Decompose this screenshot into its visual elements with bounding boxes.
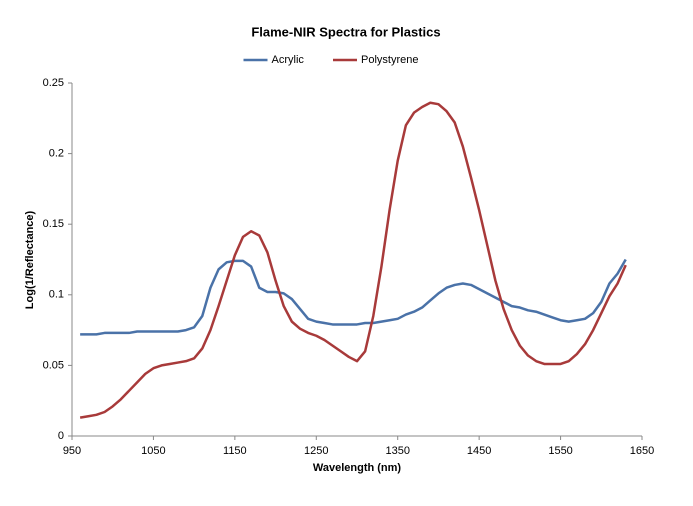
line-series [80,258,627,336]
x-tick-label: 1050 [141,445,165,457]
y-tick-label: 0.2 [49,148,64,160]
y-tick-label: 0.1 [49,289,64,301]
x-axis-label: Wavelength (nm) [313,462,402,474]
x-tick-label: 1150 [223,445,247,457]
y-tick-label: 0.05 [43,359,64,371]
chart-title: Flame-NIR Spectra for Plastics [251,24,440,39]
x-tick-label: 1350 [385,445,409,457]
x-tick-label: 1550 [548,445,572,457]
x-tick-label: 1450 [467,445,491,457]
x-tick-label: 950 [63,445,81,457]
line-series [79,101,627,419]
y-tick-label: 0.25 [43,77,64,89]
x-tick-label: 1650 [630,445,654,457]
legend-label: Polystyrene [361,54,418,66]
x-tick-label: 1250 [304,445,328,457]
y-tick-label: 0 [58,430,64,442]
y-axis-label: Log(1/Reflectance) [24,210,36,309]
y-tick-label: 0.15 [43,218,64,230]
legend-label: Acrylic [272,54,305,66]
